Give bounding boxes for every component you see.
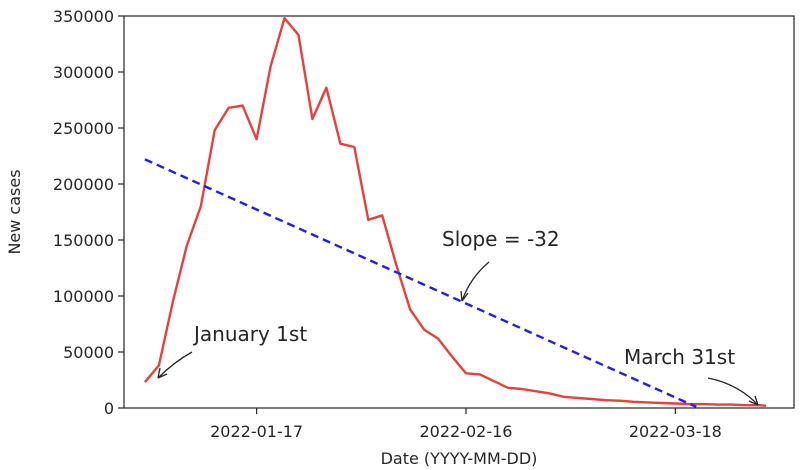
annotation-arrow: [157, 351, 193, 379]
y-axis-label: New cases: [5, 169, 24, 254]
y-tick-label: 0: [104, 399, 114, 418]
y-tick-label: 150000: [53, 231, 114, 250]
x-axis: 2022-01-17 2022-02-16 2022-03-18: [210, 408, 722, 441]
y-tick-label: 350000: [53, 7, 114, 26]
annotation-arrowhead: [157, 367, 168, 379]
y-tick-label: 200000: [53, 175, 114, 194]
annotation-march: March 31st: [624, 345, 759, 406]
x-tick-label: 2022-03-18: [629, 422, 722, 441]
annotation-text: March 31st: [624, 345, 735, 369]
y-tick-label: 250000: [53, 119, 114, 138]
y-tick-label: 300000: [53, 63, 114, 82]
annotation-text: Slope = -32: [442, 227, 560, 251]
y-tick-label: 100000: [53, 287, 114, 306]
series-layer: [143, 17, 767, 408]
y-axis: 0 50000 100000 150000 200000 250000 300000 3500…: [53, 7, 124, 418]
annotation-arrowhead: [460, 290, 469, 302]
series-line-trend: [144, 158, 697, 408]
annotation-text: January 1st: [192, 322, 307, 346]
annotation-january: January 1st: [157, 322, 307, 379]
plot-frame: [123, 15, 795, 409]
y-tick-label: 50000: [63, 343, 114, 362]
series-line-cases: [143, 17, 767, 407]
annotation-slope: Slope = -32: [442, 227, 560, 302]
annotation-arrow: [461, 261, 490, 302]
plot-area: [124, 16, 794, 408]
annotation-arrow: [707, 377, 759, 406]
x-tick-label: 2022-02-16: [419, 422, 512, 441]
x-axis-label: Date (YYYY-MM-DD): [381, 449, 538, 468]
x-tick-label: 2022-01-17: [210, 422, 303, 441]
annotation-arrowhead: [748, 395, 759, 406]
